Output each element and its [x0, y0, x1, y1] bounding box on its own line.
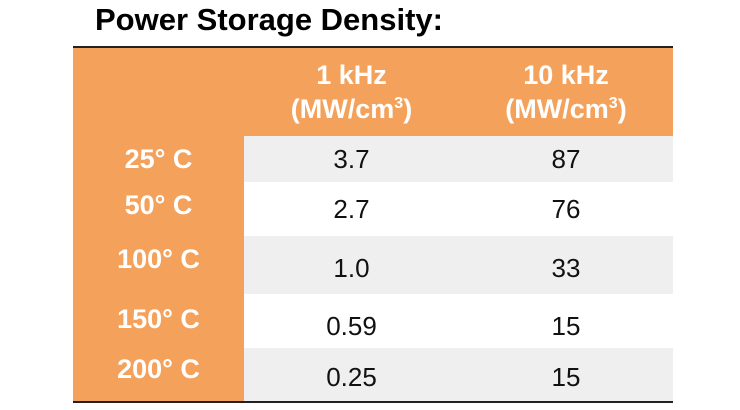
- row-temperature: 100° C: [73, 236, 244, 294]
- cell-10khz: 15: [459, 294, 673, 348]
- power-density-table: 1 kHz (MW/cm3) 10 kHz (MW/cm3) 25° C 3.7…: [73, 46, 673, 403]
- column-header-unit: (MW/cm3): [290, 94, 413, 124]
- column-header-unit: (MW/cm3): [505, 94, 627, 124]
- page-title: Power Storage Density:: [95, 2, 443, 37]
- cell-1khz: 0.25: [244, 348, 459, 401]
- cell-10khz: 87: [459, 136, 673, 182]
- header-stub-cell: [73, 48, 244, 136]
- column-header-label: 1 kHz: [316, 60, 387, 90]
- row-temperature: 150° C: [73, 294, 244, 348]
- cell-1khz: 0.59: [244, 294, 459, 348]
- table-bottom-rule: [73, 401, 673, 403]
- cell-1khz: 3.7: [244, 136, 459, 182]
- table-row: 50° C 2.7 76: [73, 182, 673, 236]
- table-top-rule: [73, 46, 673, 48]
- cell-1khz: 2.7: [244, 182, 459, 236]
- column-header-1khz: 1 kHz (MW/cm3): [244, 48, 459, 136]
- cell-10khz: 15: [459, 348, 673, 401]
- table-row: 100° C 1.0 33: [73, 236, 673, 294]
- row-temperature: 25° C: [73, 136, 244, 182]
- table-header-row: 1 kHz (MW/cm3) 10 kHz (MW/cm3): [73, 48, 673, 136]
- table-row: 200° C 0.25 15: [73, 348, 673, 401]
- cell-10khz: 33: [459, 236, 673, 294]
- cell-1khz: 1.0: [244, 236, 459, 294]
- cell-10khz: 76: [459, 182, 673, 236]
- table-row: 150° C 0.59 15: [73, 294, 673, 348]
- table-row: 25° C 3.7 87: [73, 136, 673, 182]
- row-temperature: 200° C: [73, 348, 244, 401]
- column-header-label: 10 kHz: [523, 60, 609, 90]
- row-temperature: 50° C: [73, 182, 244, 236]
- column-header-10khz: 10 kHz (MW/cm3): [459, 48, 673, 136]
